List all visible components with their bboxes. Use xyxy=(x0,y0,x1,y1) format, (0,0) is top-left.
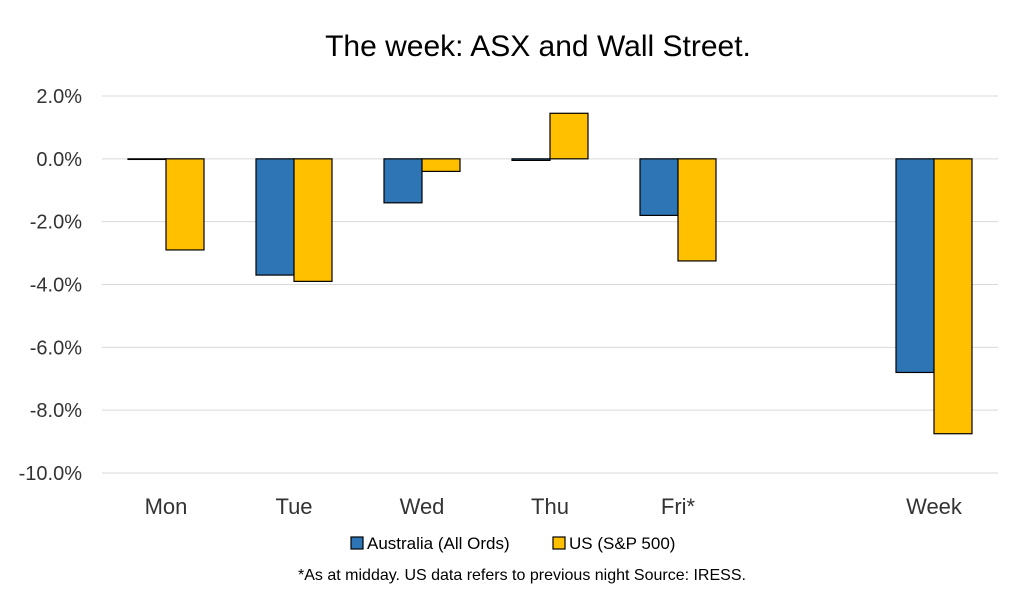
y-tick-label: -4.0% xyxy=(30,275,82,297)
y-tick-label: 0.0% xyxy=(36,149,82,171)
y-tick-label: -6.0% xyxy=(30,337,82,359)
bar-us-fri xyxy=(677,158,717,262)
y-axis-ticks: 2.0% 0.0% -2.0% -4.0% -6.0% -8.0% -10.0% xyxy=(19,86,83,485)
bar-australia-week xyxy=(895,158,935,374)
legend-swatch-us xyxy=(552,536,566,550)
bar-australia-fri xyxy=(639,158,679,216)
bar-australia-thu xyxy=(511,158,551,162)
x-category-label: Wed xyxy=(400,494,445,519)
footnote: *As at midday. US data refers to previou… xyxy=(298,567,746,584)
bar-australia-tue xyxy=(255,158,295,276)
x-category-label: Week xyxy=(906,494,963,519)
bar-us-thu xyxy=(549,112,589,160)
legend-swatch-australia xyxy=(350,536,364,550)
y-tick-label: -2.0% xyxy=(30,212,82,234)
y-tick-label: -10.0% xyxy=(19,463,83,485)
legend: Australia (All Ords) US (S&P 500) xyxy=(350,534,675,553)
legend-label-australia: Australia (All Ords) xyxy=(367,534,510,553)
y-tick-label: 2.0% xyxy=(36,86,82,108)
bar-us-wed xyxy=(421,158,461,172)
bars xyxy=(127,112,973,435)
x-category-label: Tue xyxy=(275,494,312,519)
gridlines xyxy=(102,95,998,474)
x-category-label: Thu xyxy=(531,494,569,519)
bar-australia-mon xyxy=(127,158,167,161)
bar-us-tue xyxy=(293,158,333,282)
x-category-label: Fri* xyxy=(661,494,696,519)
y-tick-label: -8.0% xyxy=(30,400,82,422)
chart-title: The week: ASX and Wall Street. xyxy=(325,30,751,63)
x-axis-categories: Mon Tue Wed Thu Fri* Week xyxy=(145,494,963,519)
bar-australia-wed xyxy=(383,158,423,204)
bar-us-week xyxy=(933,158,973,435)
x-category-label: Mon xyxy=(145,494,188,519)
bar-us-mon xyxy=(165,158,205,251)
legend-label-us: US (S&P 500) xyxy=(569,534,675,553)
